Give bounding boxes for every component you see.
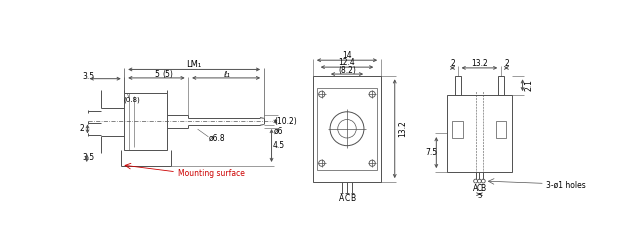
Text: 4.5: 4.5 bbox=[272, 141, 284, 150]
Bar bbox=[498, 76, 504, 95]
Text: 3.5: 3.5 bbox=[82, 153, 94, 162]
Text: ℓ₁: ℓ₁ bbox=[222, 70, 229, 79]
Text: (10.2): (10.2) bbox=[274, 117, 297, 126]
Text: ø6.8: ø6.8 bbox=[209, 134, 226, 143]
Text: A: A bbox=[339, 194, 344, 203]
Text: 5: 5 bbox=[477, 194, 482, 199]
Text: 2.1: 2.1 bbox=[524, 79, 533, 91]
Bar bbox=[317, 88, 377, 170]
Text: 2: 2 bbox=[450, 59, 455, 68]
Text: (5): (5) bbox=[162, 70, 173, 79]
Bar bbox=[453, 121, 463, 138]
Text: 3.5: 3.5 bbox=[82, 72, 94, 81]
Text: 7.5: 7.5 bbox=[425, 148, 437, 157]
Bar bbox=[495, 121, 506, 138]
Text: 13.2: 13.2 bbox=[471, 59, 488, 68]
Text: A: A bbox=[473, 184, 478, 193]
Text: (8.2): (8.2) bbox=[338, 66, 356, 75]
Bar bbox=[125, 93, 167, 150]
Bar bbox=[447, 95, 512, 172]
Text: 2: 2 bbox=[504, 59, 509, 68]
Text: 13.2: 13.2 bbox=[398, 120, 407, 137]
Text: 12.4: 12.4 bbox=[339, 58, 355, 67]
Bar bbox=[455, 76, 461, 95]
Text: B: B bbox=[481, 184, 486, 193]
Text: 3-ø1 holes: 3-ø1 holes bbox=[547, 180, 586, 189]
Text: C: C bbox=[477, 184, 482, 193]
Text: (0.8): (0.8) bbox=[124, 97, 140, 103]
Text: 14: 14 bbox=[342, 51, 352, 60]
Bar bbox=[313, 76, 381, 182]
Text: LM₁: LM₁ bbox=[186, 60, 202, 69]
Text: ø6: ø6 bbox=[274, 127, 283, 136]
Text: Mounting surface: Mounting surface bbox=[178, 169, 245, 178]
Text: B: B bbox=[350, 194, 355, 203]
Text: 5: 5 bbox=[154, 70, 159, 79]
Text: 2: 2 bbox=[80, 124, 85, 134]
Text: C: C bbox=[344, 194, 349, 203]
